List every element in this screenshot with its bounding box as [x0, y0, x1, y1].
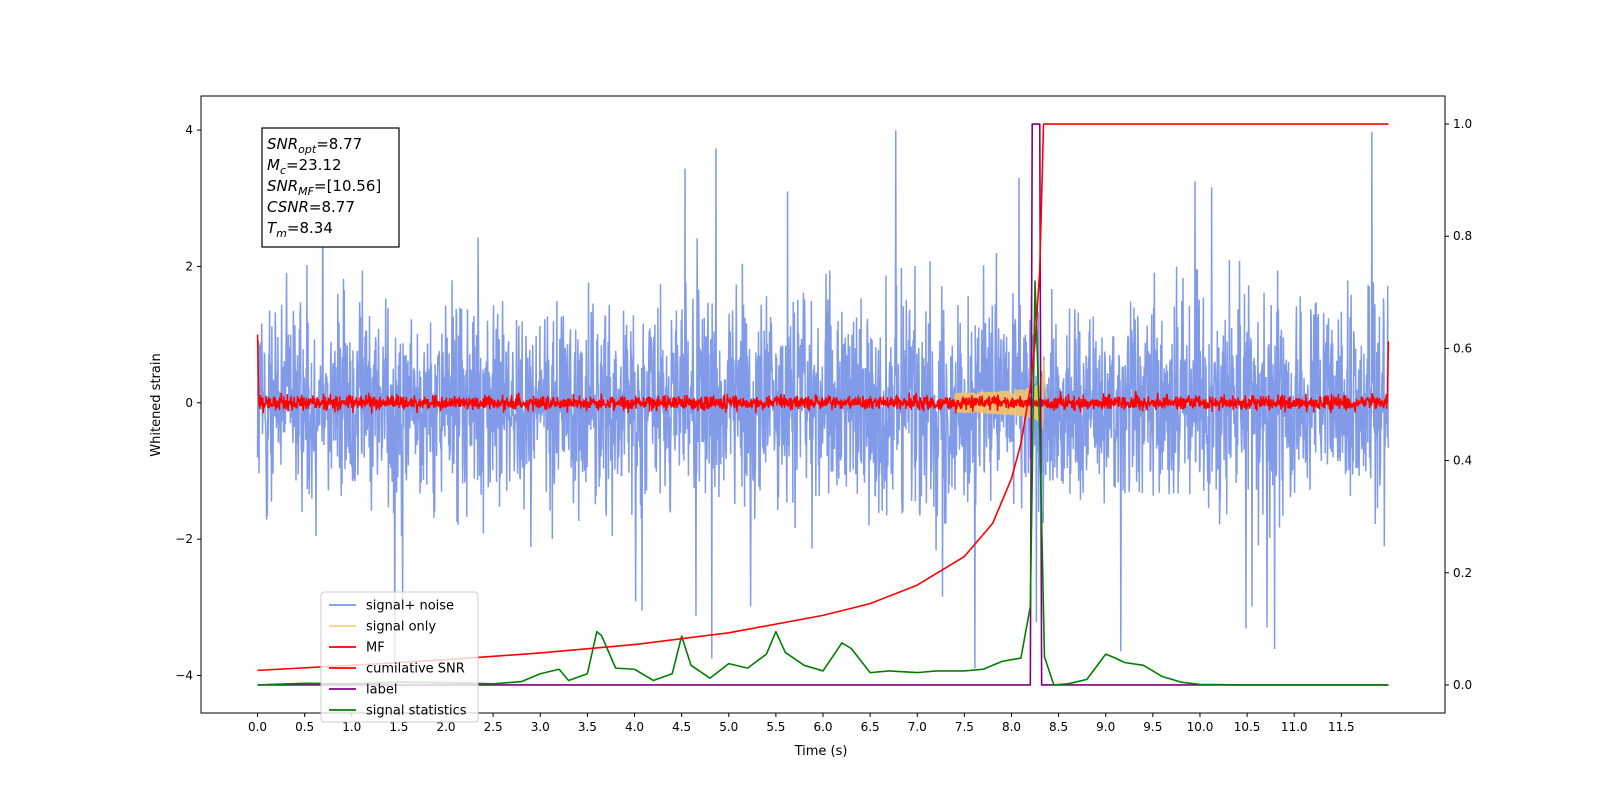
x-tick-label: 8.0: [1002, 720, 1021, 734]
x-tick-label: 10.5: [1234, 720, 1261, 734]
x-axis: 0.0 0.5 1.0 1.5 2.0 2.5 3.0 3.5 4.0 4.5 5.0 5.5 6.0 6…: [248, 713, 1355, 734]
x-tick-label: 8.5: [1049, 720, 1068, 734]
legend: signal+ noise signal only MF cumilative SNR…: [320, 591, 479, 723]
series-signal-statistics-line: [257, 280, 1389, 686]
legend-label: cumilative SNR: [366, 662, 465, 677]
annotation-frame: [261, 127, 400, 248]
y-left-tick-label: −2: [175, 532, 193, 546]
y-left-tick-label: 2: [185, 259, 193, 273]
y-right-tick-label: 0.4: [1453, 454, 1472, 468]
x-tick-label: 0.5: [295, 720, 314, 734]
y-right-tick-label: 0.0: [1453, 678, 1472, 692]
x-tick-label: 7.5: [955, 720, 974, 734]
y-left-tick-label: −4: [175, 669, 193, 683]
annotation-line: SNRMF=[10.56]: [267, 177, 381, 198]
x-tick-label: 1.5: [389, 720, 408, 734]
y-right-tick-label: 1.0: [1453, 117, 1472, 131]
x-tick-label: 3.5: [578, 720, 597, 734]
annotation-box: SNRopt=8.77Mc=23.12SNRMF=[10.56]CSNR=8.7…: [261, 127, 400, 248]
x-tick-label: 4.0: [625, 720, 644, 734]
legend-item: cumilative SNR: [329, 662, 465, 677]
legend-frame: [320, 591, 479, 723]
legend-label: MF: [366, 641, 385, 656]
x-tick-label: 2.0: [436, 720, 455, 734]
x-tick-label: 6.0: [813, 720, 832, 734]
y-left-tick-label: 4: [185, 123, 193, 137]
x-tick-label: 2.5: [484, 720, 503, 734]
x-tick-label: 11.5: [1328, 720, 1355, 734]
legend-label: signal statistics: [366, 704, 467, 719]
legend-item: signal statistics: [329, 704, 467, 719]
annotation-line: Tm=8.34: [267, 219, 333, 240]
y-right-tick-label: 0.2: [1453, 566, 1472, 580]
series-cumulative-snr-line: [257, 123, 1389, 672]
annotation-line: Mc=23.12: [267, 156, 342, 177]
x-tick-label: 9.0: [1096, 720, 1115, 734]
x-tick-label: 1.0: [342, 720, 361, 734]
legend-item: signal only: [329, 620, 436, 635]
y-axis-right: 1.0 0.8 0.6 0.4 0.2 0.0: [1445, 117, 1472, 692]
legend-label: label: [366, 683, 397, 698]
x-tick-label: 5.0: [719, 720, 738, 734]
annotation-line: SNRopt=8.77: [267, 135, 362, 156]
y-axis-label: Whitened strain: [149, 353, 164, 456]
legend-label: signal only: [366, 620, 436, 635]
y-left-tick-label: 0: [185, 396, 193, 410]
series-mf-line: [256, 334, 1390, 414]
legend-item: MF: [329, 641, 385, 656]
legend-item: signal+ noise: [329, 599, 454, 614]
y-right-tick-label: 0.8: [1453, 229, 1472, 243]
x-tick-label: 11.0: [1281, 720, 1308, 734]
x-tick-label: 9.5: [1143, 720, 1162, 734]
x-tick-label: 3.0: [531, 720, 550, 734]
x-tick-label: 6.5: [861, 720, 880, 734]
legend-item: label: [329, 683, 397, 698]
x-tick-label: 5.5: [766, 720, 785, 734]
series-layer: [256, 123, 1390, 686]
x-tick-label: 10.0: [1187, 720, 1214, 734]
legend-label: signal+ noise: [366, 599, 454, 614]
annotation-line: CSNR=8.77: [267, 198, 355, 216]
y-right-tick-label: 0.6: [1453, 341, 1472, 355]
x-tick-label: 0.0: [248, 720, 267, 734]
y-axis-left: 4 2 0 −2 −4: [175, 123, 201, 683]
x-tick-label: 4.5: [672, 720, 691, 734]
x-axis-label: Time (s): [794, 744, 848, 759]
x-tick-label: 7.0: [908, 720, 927, 734]
